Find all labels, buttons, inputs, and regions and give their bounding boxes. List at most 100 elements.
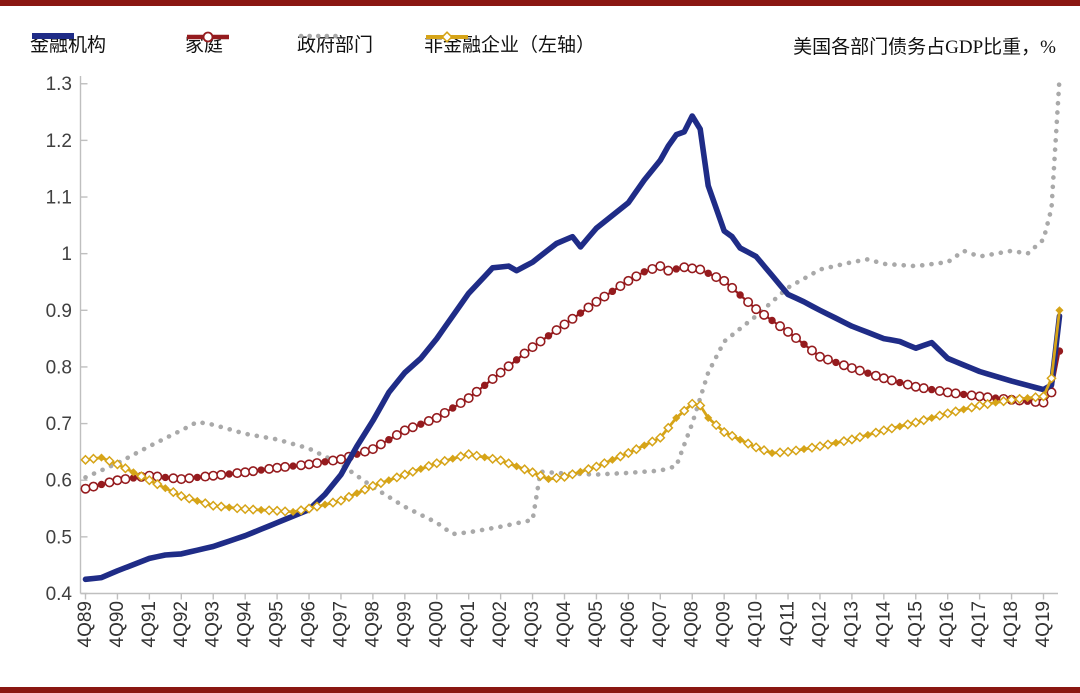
marker-diamond-nonfinancial — [608, 455, 617, 464]
marker-circle-household — [902, 379, 913, 390]
marker-circle-household — [88, 481, 99, 492]
y-tick-label: 1.2 — [46, 131, 72, 152]
marker-diamond-nonfinancial — [942, 408, 953, 419]
marker-diamond-nonfinancial — [918, 415, 929, 426]
marker-diamond-nonfinancial — [591, 461, 602, 472]
legend-label-nonfinancial: 非金融企业（左轴） — [424, 34, 596, 56]
marker-diamond-nonfinancial — [750, 442, 762, 453]
y-tick-label: 0.8 — [46, 357, 72, 378]
marker-diamond-nonfinancial — [576, 467, 585, 476]
marker-diamond-nonfinancial — [112, 459, 123, 470]
marker-circle-household — [576, 309, 585, 317]
marker-diamond-nonfinancial — [225, 503, 234, 512]
x-tick-label: 4Q09 — [714, 601, 735, 647]
marker-circle-household — [455, 398, 466, 409]
marker-circle-household — [974, 391, 985, 402]
marker-diamond-nonfinancial — [120, 463, 131, 474]
x-tick-label: 4Q00 — [426, 601, 447, 647]
series-financial — [82, 113, 1063, 583]
series-government — [83, 75, 1062, 537]
x-tick-label: 4Q93 — [203, 601, 224, 647]
marker-diamond-nonfinancial — [129, 468, 138, 477]
marker-circle-household — [335, 454, 346, 465]
marker-circle-household — [264, 463, 275, 474]
marker-diamond-nonfinancial — [527, 467, 538, 478]
x-tick-label: 4Q19 — [1033, 601, 1054, 647]
marker-diamond-nonfinancial — [1038, 391, 1049, 402]
marker-diamond-nonfinancial — [567, 469, 578, 480]
y-tick-label: 0.7 — [46, 414, 72, 435]
x-tick-label: 4Q95 — [267, 601, 288, 647]
marker-diamond-nonfinancial — [487, 453, 498, 464]
marker-diamond-nonfinancial — [367, 480, 379, 492]
marker-circle-household — [200, 471, 211, 482]
marker-diamond-nonfinancial — [247, 504, 259, 515]
legend-label-household: 家庭 — [185, 34, 224, 56]
marker-circle-household — [431, 412, 442, 423]
marker-diamond-nonfinancial — [97, 453, 106, 462]
marker-diamond-nonfinancial — [774, 447, 786, 458]
marker-diamond-nonfinancial — [544, 475, 553, 484]
series-line-government — [83, 75, 1062, 537]
legend-item-government: 政府部门 — [297, 30, 373, 56]
marker-circle-household — [719, 275, 730, 286]
series-line-financial — [82, 113, 1063, 583]
x-tick-label: 4Q99 — [394, 601, 415, 647]
marker-diamond-nonfinancial — [863, 430, 872, 439]
x-tick-label: 4Q03 — [522, 601, 543, 647]
x-tick-label: 4Q07 — [650, 601, 671, 647]
x-tick-label: 4Q10 — [746, 601, 767, 647]
marker-circle-household — [208, 470, 219, 481]
marker-circle-household — [280, 461, 291, 472]
marker-diamond-nonfinancial — [878, 425, 889, 436]
marker-diamond-nonfinancial — [455, 451, 466, 462]
x-tick-label: 4Q18 — [1001, 601, 1022, 647]
marker-diamond-nonfinancial — [758, 445, 770, 456]
marker-diamond-nonfinancial — [1014, 393, 1025, 405]
marker-diamond-nonfinancial — [352, 489, 361, 498]
marker-circle-household — [928, 385, 936, 394]
marker-circle-household — [838, 360, 849, 371]
legend-item-financial: 金融机构 — [30, 30, 106, 56]
marker-circle-household — [544, 332, 553, 340]
series-line-household — [84, 265, 1061, 490]
marker-circle-household — [559, 319, 570, 330]
y-tick-label: 1.3 — [46, 74, 72, 95]
marker-circle-household — [97, 480, 106, 489]
marker-diamond-nonfinancial — [647, 436, 658, 447]
marker-circle-household — [672, 265, 680, 273]
marker-diamond-nonfinancial — [240, 503, 251, 515]
marker-diamond-nonfinancial — [846, 434, 858, 445]
marker-diamond-nonfinancial — [495, 455, 506, 466]
marker-circle-household — [471, 386, 482, 397]
marker-circle-household — [495, 367, 506, 378]
marker-circle-household — [304, 459, 315, 470]
marker-circle-household — [423, 416, 434, 427]
y-tick-label: 1.1 — [46, 188, 72, 209]
marker-circle-household — [567, 313, 578, 324]
legend-swatch-household-line-circle-icon — [187, 31, 229, 43]
legend-swatch-government-dotted-line-icon — [298, 33, 343, 39]
marker-diamond-nonfinancial — [295, 505, 307, 516]
marker-diamond-nonfinancial — [910, 417, 921, 428]
marker-diamond-nonfinancial — [503, 458, 514, 469]
x-tick-label: 4Q02 — [490, 601, 511, 647]
top-accent-bar — [0, 0, 1080, 6]
legend-swatch-nonfinancial-line-diamond-icon — [426, 31, 468, 43]
marker-diamond-nonfinancial — [176, 490, 187, 502]
marker-diamond-nonfinancial — [814, 441, 826, 452]
marker-diamond-nonfinancial — [895, 422, 904, 431]
marker-diamond-nonfinancial — [263, 505, 275, 516]
marker-circle-household — [950, 388, 961, 399]
marker-circle-household — [391, 430, 402, 441]
marker-circle-household — [886, 375, 897, 386]
marker-circle-household — [591, 296, 602, 307]
y-tick-label: 0.5 — [46, 527, 72, 548]
y-tick-label: 0.4 — [46, 584, 73, 605]
marker-diamond-nonfinancial — [742, 438, 754, 449]
marker-diamond-nonfinancial — [193, 496, 202, 505]
marker-diamond-nonfinancial — [423, 460, 434, 472]
marker-diamond-nonfinancial — [448, 454, 457, 463]
marker-circle-household — [359, 446, 370, 457]
marker-circle-household — [687, 263, 698, 274]
